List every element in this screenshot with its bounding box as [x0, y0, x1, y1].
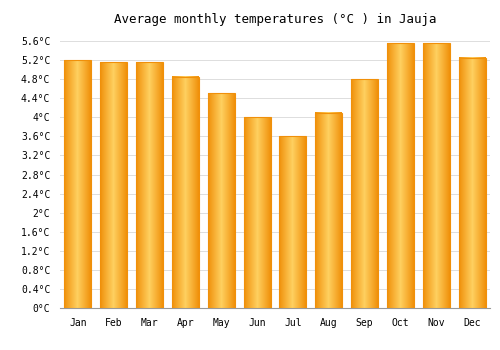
Bar — [64, 60, 92, 308]
Bar — [244, 117, 270, 308]
Bar — [172, 77, 199, 308]
Bar — [136, 63, 163, 308]
Bar — [280, 136, 306, 308]
Bar — [387, 43, 414, 308]
Bar — [172, 77, 199, 308]
Bar — [208, 93, 234, 308]
Bar — [64, 60, 92, 308]
Bar — [423, 43, 450, 308]
Bar — [280, 136, 306, 308]
Bar — [351, 79, 378, 308]
Title: Average monthly temperatures (°C ) in Jauja: Average monthly temperatures (°C ) in Ja… — [114, 13, 436, 26]
Bar — [244, 117, 270, 308]
Bar — [423, 43, 450, 308]
Bar — [351, 79, 378, 308]
Bar — [100, 63, 127, 308]
Bar — [208, 93, 234, 308]
Bar — [316, 113, 342, 308]
Bar — [316, 113, 342, 308]
Bar — [136, 63, 163, 308]
Bar — [387, 43, 414, 308]
Bar — [458, 58, 485, 308]
Bar — [458, 58, 485, 308]
Bar — [100, 63, 127, 308]
